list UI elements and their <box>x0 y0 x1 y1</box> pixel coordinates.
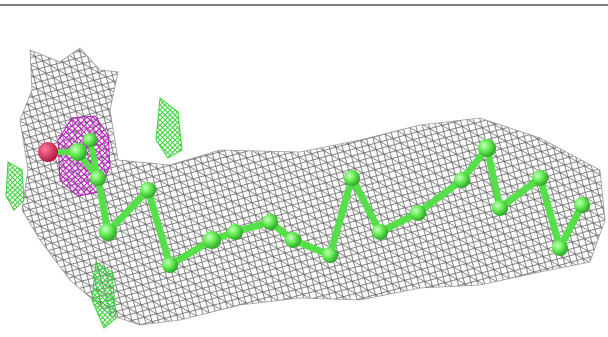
atom <box>532 170 548 186</box>
atom <box>410 205 426 221</box>
atom <box>162 257 178 273</box>
atom <box>69 143 87 161</box>
atom <box>203 231 221 249</box>
green-density <box>5 161 25 211</box>
atom <box>262 214 278 230</box>
atom <box>478 139 496 157</box>
atom <box>372 224 388 240</box>
green-density <box>91 261 117 329</box>
atom <box>285 232 301 248</box>
atom <box>492 200 508 216</box>
atom <box>227 224 243 240</box>
atom <box>140 182 156 198</box>
atoms <box>38 133 590 273</box>
carbon-chain <box>94 144 586 269</box>
atom <box>90 170 106 186</box>
green-density <box>155 97 183 159</box>
atom <box>83 133 97 147</box>
atom <box>552 240 568 256</box>
oxygen-atom <box>38 142 58 162</box>
atom <box>322 247 338 263</box>
head-bonds <box>47 137 101 180</box>
atom <box>99 223 117 241</box>
atom <box>454 172 470 188</box>
atom <box>344 170 360 186</box>
atom <box>574 197 590 213</box>
